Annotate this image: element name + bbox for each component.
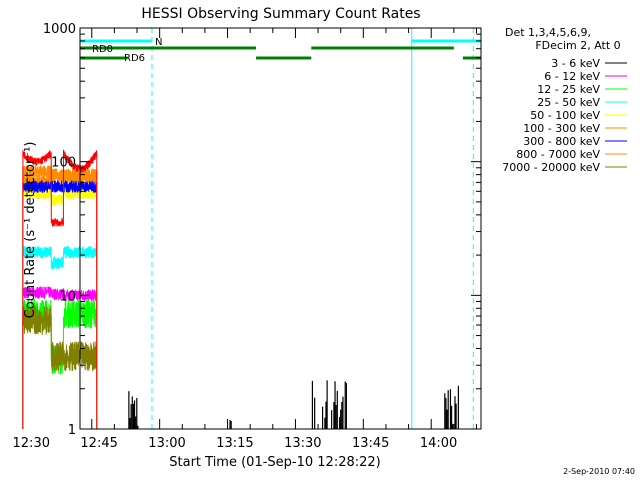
legend-header-line-1: Det 1,3,4,5,6,9, xyxy=(505,26,591,39)
series-red-line xyxy=(22,149,98,430)
x-tick-label: 14:00 xyxy=(420,436,457,451)
y-tick-label: 1000 xyxy=(43,22,76,37)
x-axis-label: Start Time (01-Sep-10 12:28:22) xyxy=(169,455,380,470)
series-50-100-kev-line xyxy=(22,185,98,430)
plot-area: N RD0 RD6 xyxy=(22,28,481,430)
night-flag-label: N xyxy=(155,37,162,48)
series-800-7000-kev-line xyxy=(22,165,98,430)
y-axis-label: Count Rate (s⁻¹ detector⁻¹) xyxy=(23,142,38,319)
legend-label: 12 - 25 keV xyxy=(537,83,600,96)
series-7000-20000-kev-line xyxy=(22,305,98,430)
x-tick-label: 12:45 xyxy=(80,436,117,451)
footer-date: 2-Sep-2010 07:40 xyxy=(563,467,635,476)
rd0-flag-label: RD0 xyxy=(92,44,113,55)
legend-label: 300 - 800 keV xyxy=(523,135,600,148)
x-tick-label: 13:00 xyxy=(148,436,185,451)
legend-label: 800 - 7000 keV xyxy=(516,148,600,161)
x-tick-label: 13:30 xyxy=(284,436,321,451)
legend-label: 50 - 100 keV xyxy=(530,109,600,122)
legend-label: 25 - 50 keV xyxy=(537,96,600,109)
y-tick-label: 100 xyxy=(51,156,76,171)
y-tick-label: 1 xyxy=(68,423,76,438)
y-tick-label: 10 xyxy=(59,289,76,304)
x-tick-label: 13:15 xyxy=(216,436,253,451)
plot-frame xyxy=(79,27,482,430)
x-axis: 12:30 12:45 13:00 13:15 13:30 13:45 14:00 xyxy=(13,28,477,451)
x-tick-label: 13:45 xyxy=(352,436,389,451)
legend-label: 100 - 300 keV xyxy=(523,122,600,135)
series-6-12-kev-line xyxy=(22,285,98,430)
legend-label: 6 - 12 keV xyxy=(544,70,600,83)
legend-label: 3 - 6 keV xyxy=(551,57,600,70)
y-axis: 1 10 100 1000 xyxy=(43,22,481,438)
rd6-flag-label: RD6 xyxy=(124,53,145,64)
chart-title: HESSI Observing Summary Count Rates xyxy=(141,6,420,22)
legend-label: 7000 - 20000 keV xyxy=(502,161,600,174)
x-tick-label: 12:30 xyxy=(13,436,50,451)
legend-header-line-2: FDecim 2, Att 0 xyxy=(535,39,620,52)
series-300-800-kev-line xyxy=(22,179,98,430)
